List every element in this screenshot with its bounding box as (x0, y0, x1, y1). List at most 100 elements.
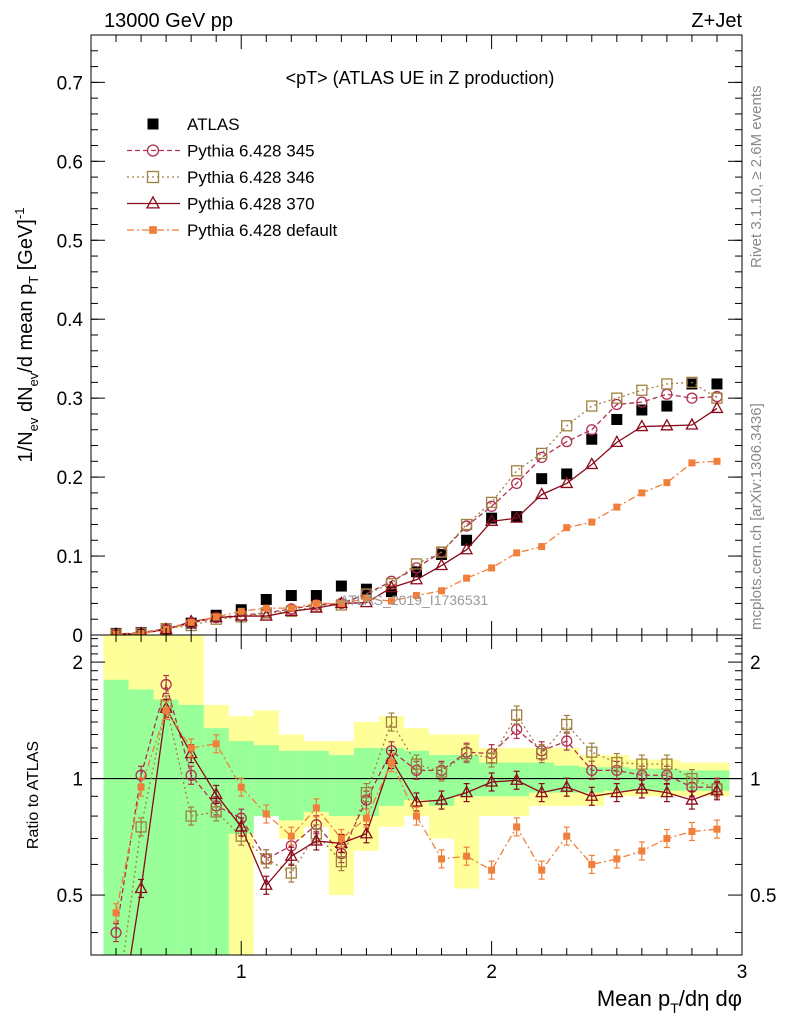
ratio-point (663, 835, 671, 843)
data-point (511, 465, 523, 477)
main-y-axis-label: 1/Nev dNev/d mean pT [GeV]-1 (12, 208, 41, 463)
data-point (486, 512, 498, 524)
ratio-point (459, 785, 474, 798)
ratio-point (237, 783, 245, 791)
data-point (335, 580, 347, 592)
data-point (287, 604, 295, 612)
data-point (262, 604, 270, 612)
ratio-point (588, 860, 596, 868)
data-point (713, 457, 721, 465)
data-point (187, 618, 195, 626)
data-point (434, 558, 449, 571)
ratio-point (234, 819, 248, 832)
data-point (511, 511, 523, 523)
data-point (638, 489, 646, 497)
ratio-point (511, 709, 523, 721)
legend-marker (145, 195, 161, 209)
ratio-point (688, 827, 696, 835)
data-point (337, 599, 345, 607)
ratio-y-tick-label-right: 2 (750, 653, 761, 674)
ratio-point (312, 804, 320, 812)
ratio-point (563, 832, 571, 840)
data-point (413, 592, 420, 600)
y-tick-label: 0.6 (57, 152, 83, 173)
data-point (686, 376, 698, 389)
data-point (661, 378, 673, 390)
ratio-point (535, 785, 549, 798)
data-point (385, 578, 398, 590)
legend-marker (146, 144, 160, 157)
data-point (636, 384, 648, 396)
data-point (588, 518, 596, 526)
data-point (610, 435, 624, 448)
data-point (710, 401, 724, 414)
ratio-point (309, 833, 323, 846)
ratio-point (184, 746, 198, 759)
ratio-point (638, 847, 646, 855)
data-point (460, 518, 473, 531)
data-point (561, 435, 573, 448)
data-point (663, 479, 671, 487)
data-point (212, 613, 220, 621)
data-point (563, 524, 571, 532)
x-axis-label: Mean pT/dη dφ (597, 986, 742, 1016)
x-tick-label: 2 (486, 962, 497, 983)
data-point (536, 451, 548, 464)
ratio-point (611, 756, 623, 769)
ratio-point (586, 746, 598, 758)
ratio-point (337, 835, 345, 843)
y-tick-label: 0 (72, 626, 83, 647)
legend-entry: Pythia 6.428 default (127, 221, 338, 240)
data-point (686, 392, 698, 404)
legend-label: Pythia 6.428 345 (187, 142, 315, 161)
ratio-y-tick-label: 1 (72, 770, 83, 791)
ratio-marks (110, 674, 724, 955)
data-point (660, 418, 674, 431)
uncertainty-band-stat (153, 699, 179, 955)
legend-label: Pythia 6.428 346 (187, 168, 315, 187)
ratio-point (410, 758, 423, 770)
ratio-y-axis-label: Ratio to ATLAS (25, 741, 42, 849)
data-point (636, 404, 648, 416)
ratio-point (710, 783, 724, 796)
main-ticks: 0 0.1 0.2 0.3 0.4 0.5 0.6 0.7 (57, 34, 743, 647)
ratio-point (536, 747, 548, 760)
data-point (513, 549, 521, 557)
ratio-point (686, 772, 698, 785)
ratio-y-tick-label-right: 0.5 (750, 886, 776, 907)
ratio-point (187, 744, 195, 752)
ratio-point (488, 866, 496, 874)
ratio-point (538, 866, 546, 874)
ratio-point (359, 826, 374, 839)
ratio-y-tick-label: 0.5 (57, 886, 83, 907)
data-point (535, 487, 549, 500)
ratio-point (561, 718, 573, 731)
y-tick-label: 0.7 (57, 73, 83, 94)
header-right: Z+Jet (691, 10, 742, 32)
legend-entry: Pythia 6.428 345 (127, 142, 315, 161)
ratio-point (112, 909, 120, 917)
legend-marker (149, 226, 157, 234)
data-point (613, 503, 621, 511)
data-point (409, 572, 424, 585)
data-point (711, 378, 723, 390)
ratio-point (561, 735, 573, 747)
data-point (309, 600, 323, 613)
legend-entry: Pythia 6.428 370 (127, 195, 315, 214)
legend-marker (147, 118, 159, 130)
ratio-point (409, 794, 424, 807)
ratio-point (685, 792, 699, 805)
data-point (511, 477, 523, 490)
ratio-point (585, 788, 599, 801)
legend-marker (146, 170, 160, 184)
ratio-point (209, 787, 223, 800)
data-point (686, 378, 698, 390)
ratio-point (434, 792, 449, 805)
data-point (586, 424, 598, 436)
ratio-point (460, 747, 473, 760)
mcplots-label: mcplots.cern.ch [arXiv:1306.3436] (748, 403, 765, 630)
ratio-point (435, 766, 448, 778)
ratio-point (160, 678, 172, 691)
legend-label: Pythia 6.428 370 (187, 195, 315, 214)
legend-label: Pythia 6.428 default (187, 221, 338, 240)
